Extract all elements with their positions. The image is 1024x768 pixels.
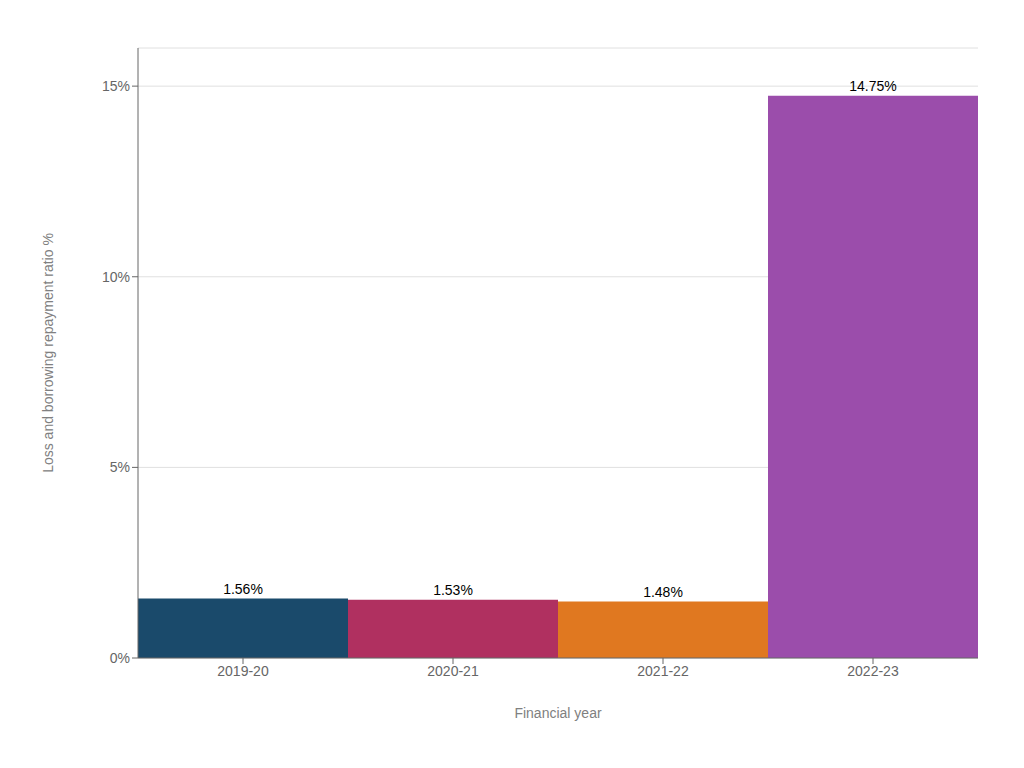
svg-text:2020-21: 2020-21 bbox=[427, 663, 479, 679]
svg-text:5%: 5% bbox=[110, 459, 130, 475]
svg-text:1.53%: 1.53% bbox=[433, 582, 473, 598]
svg-text:14.75%: 14.75% bbox=[849, 78, 896, 94]
svg-text:Loss and borrowing repayment r: Loss and borrowing repayment ratio % bbox=[40, 233, 56, 473]
svg-text:2022-23: 2022-23 bbox=[847, 663, 899, 679]
svg-text:10%: 10% bbox=[102, 269, 130, 285]
svg-text:0%: 0% bbox=[110, 650, 130, 666]
svg-text:1.56%: 1.56% bbox=[223, 581, 263, 597]
svg-text:2021-22: 2021-22 bbox=[637, 663, 689, 679]
svg-text:1.48%: 1.48% bbox=[643, 584, 683, 600]
svg-text:Financial year: Financial year bbox=[514, 705, 601, 721]
svg-text:2019-20: 2019-20 bbox=[217, 663, 269, 679]
svg-text:15%: 15% bbox=[102, 78, 130, 94]
